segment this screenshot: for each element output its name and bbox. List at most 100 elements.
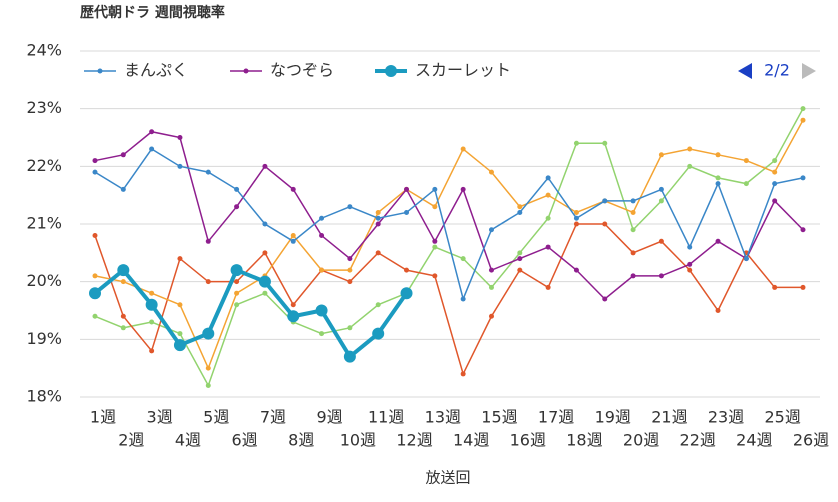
data-point [460, 256, 466, 262]
data-point [573, 209, 579, 215]
data-point [460, 146, 466, 152]
data-point [772, 181, 778, 187]
data-point [800, 117, 806, 123]
y-tick-label: 23% [26, 98, 62, 117]
data-point [372, 327, 385, 340]
data-point [772, 284, 778, 290]
data-point [319, 233, 325, 239]
data-point [630, 227, 636, 233]
y-tick-label: 24% [26, 41, 62, 60]
data-point [400, 287, 413, 300]
data-point [205, 382, 211, 388]
data-point [177, 256, 183, 262]
legend-next[interactable] [802, 63, 816, 79]
data-point [545, 192, 551, 198]
data-point [488, 267, 494, 273]
data-point [120, 313, 126, 319]
data-point [92, 273, 98, 279]
legend-label: なつぞら [270, 61, 334, 80]
data-point [262, 163, 268, 169]
legend-marker [385, 65, 397, 77]
data-point [234, 204, 240, 210]
data-point [234, 302, 240, 308]
data-point [602, 140, 608, 146]
data-point [545, 244, 551, 250]
data-point [375, 215, 381, 221]
data-point [658, 273, 664, 279]
x-tick-label: 17週 [538, 408, 574, 427]
series-line [93, 267, 409, 360]
x-tick-label: 22週 [680, 431, 716, 450]
legend-label: スカーレット [415, 61, 511, 80]
series-line [94, 148, 804, 302]
data-point [602, 198, 608, 204]
x-tick-label: 2週 [118, 431, 144, 450]
data-point [262, 250, 268, 256]
data-point [149, 129, 155, 135]
legend-marker [243, 68, 249, 74]
data-point [517, 256, 523, 262]
data-point [573, 140, 579, 146]
data-point [432, 204, 438, 210]
data-point [404, 209, 410, 215]
x-tick-label: 18週 [566, 431, 602, 450]
series-line [94, 119, 804, 371]
data-point [658, 186, 664, 192]
x-tick-label: 13週 [425, 408, 461, 427]
data-point [149, 290, 155, 296]
data-point [800, 175, 806, 181]
data-point [687, 261, 693, 267]
data-point [772, 169, 778, 175]
series-line [94, 223, 803, 377]
data-point [545, 215, 551, 221]
data-point [488, 284, 494, 290]
data-point [343, 350, 356, 363]
data-point [715, 308, 721, 313]
legend-label: まんぷく [124, 61, 188, 80]
y-tick-label: 19% [26, 329, 62, 348]
x-tick-label: 19週 [595, 408, 631, 427]
data-point [347, 256, 353, 262]
data-point [517, 204, 523, 210]
x-tick-label: 25週 [764, 408, 800, 427]
data-point [202, 327, 215, 340]
data-point [177, 302, 183, 308]
data-point [630, 198, 636, 204]
data-point [743, 158, 749, 164]
data-point [315, 304, 328, 317]
data-point [517, 250, 523, 256]
x-tick-label: 8週 [288, 431, 314, 450]
legend-prev[interactable] [738, 63, 752, 79]
legend-page: 2/2 [764, 61, 790, 80]
data-point [347, 204, 353, 210]
data-point [772, 158, 778, 164]
data-point [234, 186, 240, 192]
data-point [375, 302, 381, 308]
data-point [715, 181, 721, 187]
data-point [117, 264, 130, 277]
data-point [432, 244, 438, 250]
x-tick-label: 20週 [623, 431, 659, 450]
data-point [290, 186, 296, 192]
data-point [92, 169, 98, 175]
x-tick-label: 9週 [316, 408, 342, 427]
data-point [715, 238, 721, 244]
data-point [177, 331, 183, 337]
data-point [460, 296, 466, 302]
x-axis-label: 放送回 [425, 469, 470, 487]
data-point [517, 209, 523, 215]
data-point [149, 348, 155, 354]
data-point [375, 250, 381, 256]
data-point [319, 215, 325, 221]
data-point [262, 290, 268, 296]
data-point [630, 250, 636, 256]
data-point [404, 186, 410, 192]
x-tick-label: 7週 [260, 408, 286, 427]
data-point [258, 275, 271, 288]
data-point [92, 158, 98, 164]
data-point [573, 221, 579, 227]
data-point [488, 313, 494, 319]
data-point [800, 106, 806, 112]
data-point [630, 209, 636, 215]
data-point [290, 302, 296, 308]
